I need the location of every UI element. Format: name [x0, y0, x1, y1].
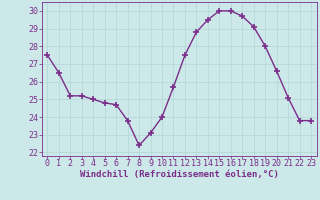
X-axis label: Windchill (Refroidissement éolien,°C): Windchill (Refroidissement éolien,°C) — [80, 170, 279, 179]
